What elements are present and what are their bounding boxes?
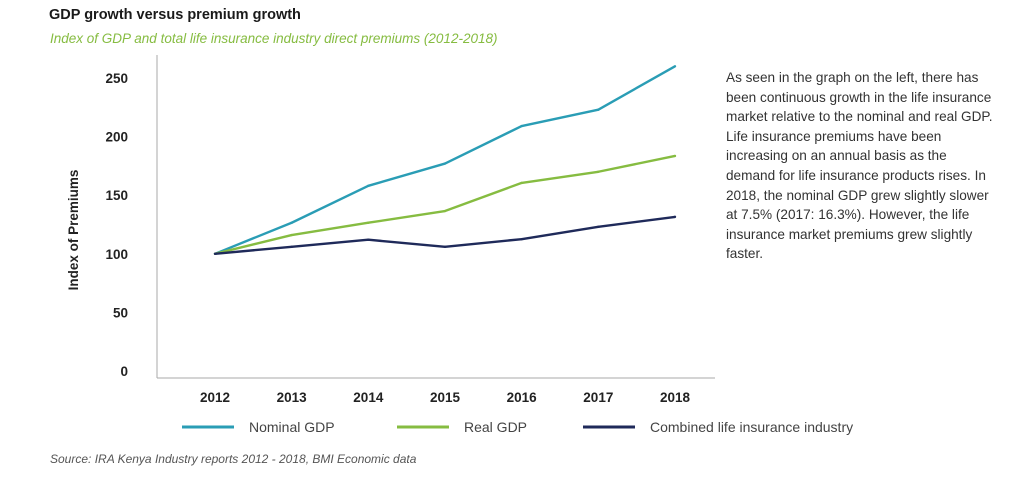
data-point: [443, 209, 447, 213]
x-tick-label: 2017: [583, 390, 613, 405]
data-point: [443, 162, 447, 165]
data-point: [520, 181, 523, 185]
data-point: [597, 225, 600, 229]
description-text: As seen in the graph on the left, there …: [726, 70, 993, 262]
data-point: [213, 252, 217, 255]
y-tick-label: 250: [105, 71, 128, 86]
chart-subtitle: Index of GDP and total life insurance in…: [50, 31, 498, 46]
data-point: [597, 108, 600, 111]
data-point: [520, 124, 523, 128]
y-axis-label: Index of Premiums: [66, 170, 81, 291]
legend-label: Nominal GDP: [249, 419, 335, 435]
y-tick-label: 150: [105, 188, 128, 203]
data-point: [673, 65, 677, 68]
series-line-combined-life-insurance-industry: [214, 215, 676, 255]
x-tick-label: 2018: [660, 390, 691, 405]
x-tick-label: 2016: [507, 390, 538, 405]
data-point: [290, 233, 293, 237]
series-line-real-gdp: [214, 154, 676, 255]
chart-title: GDP growth versus premium growth: [49, 7, 301, 23]
data-point: [673, 154, 677, 158]
legend-label: Real GDP: [464, 419, 527, 435]
data-point: [290, 221, 293, 224]
data-point: [367, 184, 370, 188]
data-point: [520, 237, 523, 241]
x-tick-label: 2014: [353, 390, 384, 405]
y-tick-label: 50: [113, 305, 128, 320]
x-tick-label: 2012: [200, 390, 230, 405]
source-note: Source: IRA Kenya Industry reports 2012 …: [50, 452, 417, 466]
data-point: [367, 238, 370, 241]
x-tick-label: 2015: [430, 390, 461, 405]
legend-label: Combined life insurance industry: [650, 419, 853, 435]
data-point: [367, 221, 370, 224]
data-point: [673, 215, 677, 219]
data-point: [597, 170, 600, 173]
y-tick-label: 100: [105, 247, 128, 262]
y-tick-label: 0: [120, 364, 128, 379]
x-tick-label: 2013: [277, 390, 308, 405]
data-point: [290, 245, 293, 248]
y-tick-label: 200: [105, 130, 128, 145]
data-point: [443, 245, 447, 248]
